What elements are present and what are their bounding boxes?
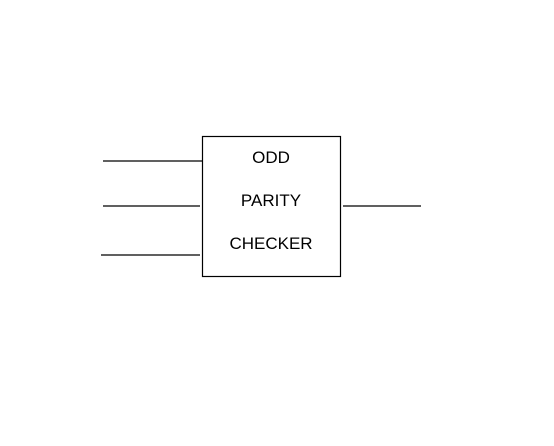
block-label-line-1: ODD [252, 148, 290, 167]
block-label-line-3: CHECKER [229, 234, 312, 253]
parity-checker-block [201, 135, 342, 278]
block-label-line-2: PARITY [241, 191, 301, 210]
